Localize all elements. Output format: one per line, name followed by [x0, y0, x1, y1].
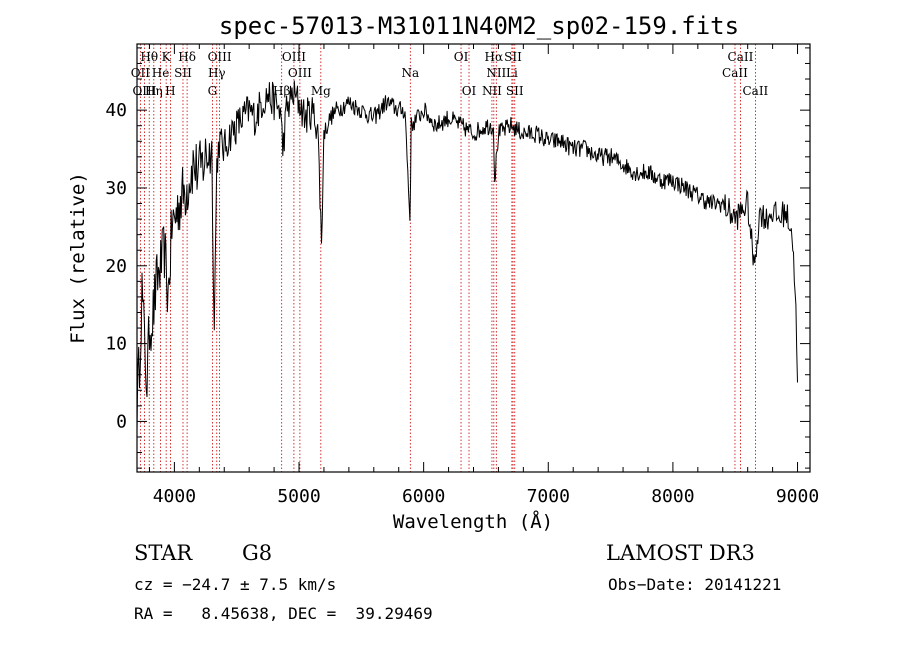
spectral-line-label: K — [162, 50, 172, 64]
ra-dec: RA = 8.45638, DEC = 39.29469 — [134, 604, 433, 623]
spectral-line-label: Hθ — [140, 50, 158, 64]
chart-title: spec-57013-M31011N40M2_sp02-159.fits — [219, 12, 739, 40]
axis-ticks: 4000 5000 6000 7000 8000 9000 0 10 20 30 40 — [105, 44, 819, 507]
spectral-line-label: OI — [454, 50, 469, 64]
survey-name: LAMOST DR3 — [606, 541, 755, 565]
spectral-line-label: Mg — [311, 84, 331, 98]
x-axis-label: Wavelength (Å) — [393, 510, 553, 533]
spectral-line-label: SII — [506, 84, 524, 98]
x-tick-label: 9000 — [776, 486, 819, 507]
y-tick-label: 20 — [105, 256, 127, 277]
y-tick-label: 10 — [105, 334, 127, 355]
spectral-line-label: SII — [174, 66, 192, 80]
spectrum-series — [136, 80, 798, 432]
x-tick-label: 6000 — [402, 486, 445, 507]
object-subclass: G8 — [242, 541, 272, 565]
spectral-line-label: OI — [462, 84, 477, 98]
spectral-line-label: SII — [504, 50, 522, 64]
y-tick-label: 40 — [105, 100, 127, 121]
spectral-line-label: NII — [486, 66, 506, 80]
object-class: STAR — [134, 541, 193, 565]
x-tick-label: 7000 — [527, 486, 570, 507]
spectral-line-label: He — [152, 66, 170, 80]
x-tick-label: 5000 — [277, 486, 320, 507]
y-tick-label: 30 — [105, 178, 127, 199]
spectral-line-label: Hδ — [178, 50, 196, 64]
spectral-line-label: G — [208, 84, 218, 98]
x-tick-label: 4000 — [153, 486, 196, 507]
spectral-line-label: Na — [401, 66, 419, 80]
spectral-line-label: NII — [482, 84, 502, 98]
spectral-line-label: OII — [131, 66, 151, 80]
spectral-line-label: OIII — [288, 66, 312, 80]
spectral-line-label: OIII — [282, 50, 306, 64]
spectral-line-label: CaII — [728, 50, 754, 64]
spectral-line-label: OIII — [208, 50, 232, 64]
spectral-line-label: Hγ — [208, 66, 226, 80]
plot-frame — [136, 43, 811, 473]
spectral-line-label: Hη — [145, 84, 163, 98]
obs-date: Obs−Date: 20141221 — [608, 575, 781, 594]
y-tick-label: 0 — [116, 411, 127, 432]
spectral-line-label: OIII — [132, 84, 156, 98]
redshift-cz: cz = −24.7 ± 7.5 km/s — [134, 575, 336, 594]
spectral-line-label: Li — [506, 66, 518, 80]
spectrum-line — [136, 80, 798, 432]
y-axis-label: Flux (relative) — [67, 172, 89, 344]
spectral-line-label: CaII — [722, 66, 748, 80]
spectral-line-label: H — [165, 84, 175, 98]
spectral-line-label: Hα — [485, 50, 504, 64]
spectral-line-label: CaII — [742, 84, 768, 98]
spectral-line-label: Hβ — [273, 84, 290, 98]
x-tick-label: 8000 — [651, 486, 694, 507]
spectral-line-markers — [139, 44, 756, 472]
